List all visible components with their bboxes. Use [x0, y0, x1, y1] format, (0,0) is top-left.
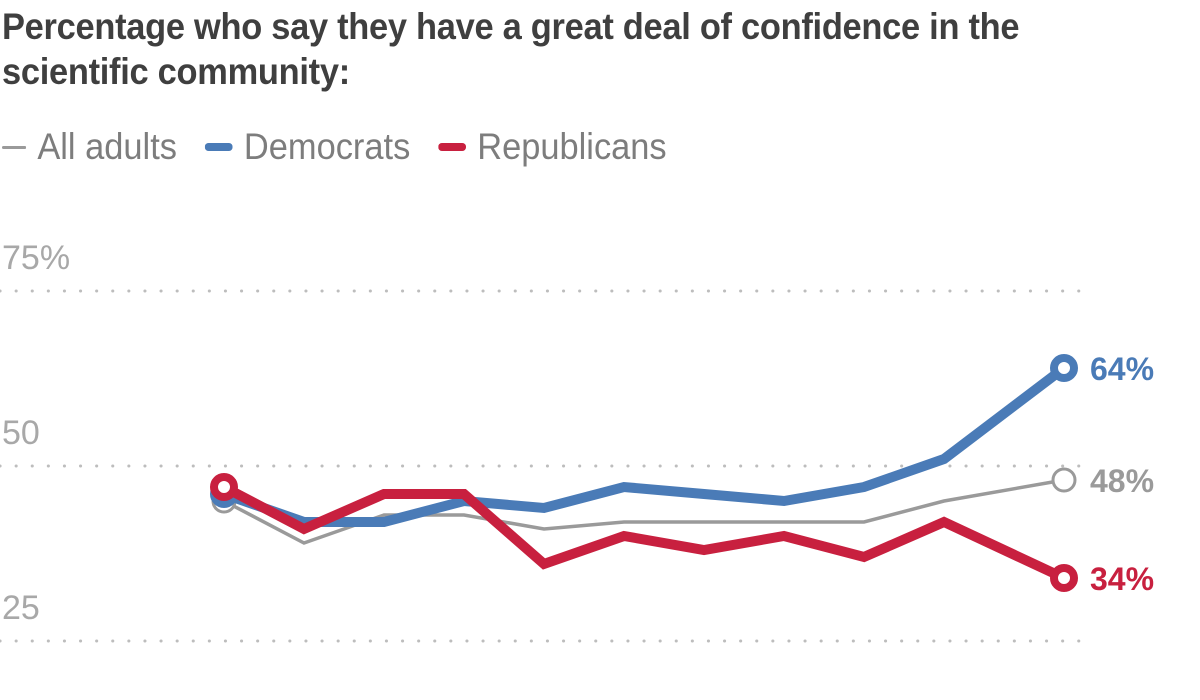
end-marker-all-adults [1051, 467, 1077, 493]
chart-title: Percentage who say they have a great dea… [2, 6, 1020, 92]
y-tick-label-50: 50 [2, 414, 40, 452]
legend-item-all-adults: All adults [2, 126, 177, 168]
series-line-republicans [219, 482, 1069, 583]
legend-label-republicans: Republicans [477, 126, 667, 167]
end-label-republicans: 34% [1090, 561, 1154, 597]
series-line-democrats [219, 363, 1069, 527]
y-tick-label-75: 75% [2, 239, 70, 277]
end-marker-democrats [1050, 354, 1078, 382]
end-label-all-adults: 48% [1090, 463, 1154, 499]
start-marker-republicans [210, 473, 238, 501]
legend-label-all-adults: All adults [37, 126, 177, 167]
legend: All adults Democrats Republicans [2, 126, 695, 168]
end-marker-republicans [1050, 564, 1078, 592]
legend-swatch-democrats [204, 143, 233, 151]
legend-item-democrats: Democrats [204, 126, 411, 168]
legend-swatch-all-adults [2, 145, 27, 149]
legend-label-democrats: Democrats [243, 126, 411, 167]
end-label-democrats: 64% [1090, 351, 1154, 387]
legend-swatch-republicans [438, 143, 467, 151]
y-tick-label-25: 25 [2, 589, 40, 627]
legend-item-republicans: Republicans [438, 126, 667, 168]
